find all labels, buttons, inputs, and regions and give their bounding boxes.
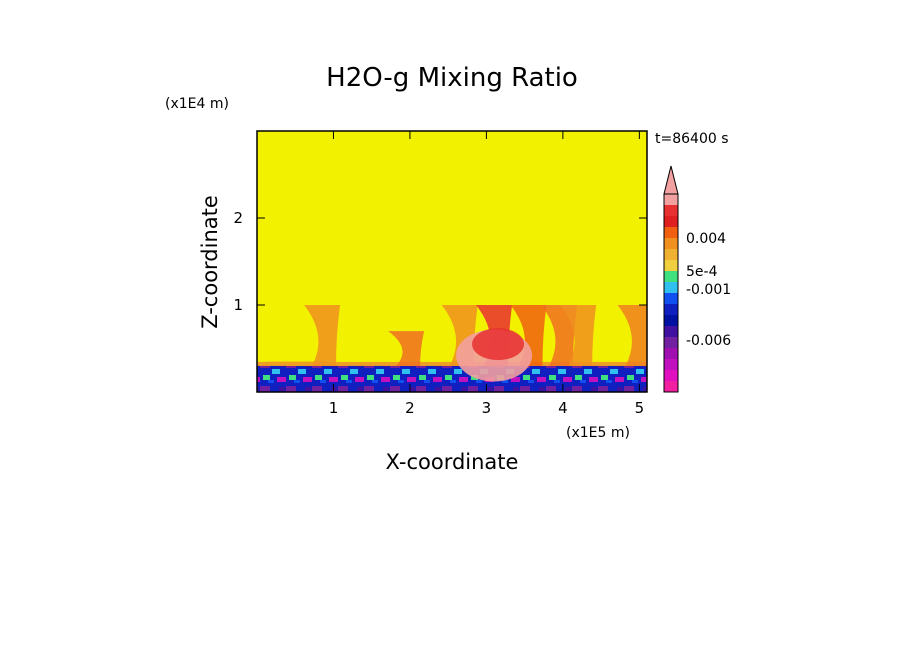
colorbar-swatch: [664, 227, 678, 238]
colorbar-label: -0.006: [686, 333, 731, 349]
plot-area: 1 2 3 4 5 1 2: [233, 130, 648, 417]
colorbar-swatch: [664, 293, 678, 304]
x-tick-label: 2: [405, 399, 415, 417]
colorbar-swatch: [664, 194, 678, 205]
plume-9: [617, 305, 647, 366]
x-tick-label: 4: [558, 399, 568, 417]
x-tick-label: 3: [482, 399, 492, 417]
y-tick-label: 2: [233, 209, 243, 227]
colorbar-swatch: [664, 282, 678, 293]
colorbar-swatch: [664, 216, 678, 227]
colorbar-swatch: [664, 238, 678, 249]
plot-frame: [256, 130, 648, 393]
x-multiplier: (x1E5 m): [566, 425, 630, 441]
colorbar-swatch: [664, 315, 678, 326]
plume-7: [541, 305, 578, 366]
colorbar-frame: [663, 193, 679, 393]
plume-1: [261, 361, 330, 366]
colorbar-swatch: [664, 370, 678, 381]
colorbar-swatch: [664, 205, 678, 216]
colorbar-label: -0.001: [686, 282, 731, 298]
chart-title: H2O-g Mixing Ratio: [326, 63, 578, 93]
colorbar-swatch: [664, 249, 678, 260]
y-multiplier: (x1E4 m): [165, 96, 229, 112]
plume-2: [304, 305, 340, 366]
colorbar-label: 0.004: [686, 231, 726, 247]
time-stamp: t=86400 s: [655, 131, 729, 147]
colorbar-swatch: [664, 260, 678, 271]
colorbar-extend-arrow: [663, 165, 679, 195]
colorbar-label: 5e-4: [686, 264, 718, 280]
colorbar-swatch: [664, 359, 678, 370]
colorbar-swatch: [664, 304, 678, 315]
x-tick-label: 1: [329, 399, 339, 417]
colorbar-swatch: [664, 326, 678, 337]
colorbar: 0.004 5e-4 -0.001 -0.006: [663, 165, 731, 393]
x-axis-label: X-coordinate: [386, 450, 519, 474]
colorbar-swatch: [664, 271, 678, 282]
y-axis-label: Z-coordinate: [198, 195, 222, 329]
colorbar-swatch: [664, 348, 678, 359]
colorbar-swatch: [664, 381, 678, 392]
plume-6: [510, 305, 547, 366]
colorbar-swatch: [664, 337, 678, 348]
plume-8: [560, 305, 597, 366]
plume-3: [388, 331, 425, 366]
central-moist-peak: [472, 328, 525, 361]
surface-layer: [257, 365, 647, 392]
y-tick-label: 1: [233, 296, 243, 314]
x-tick-label: 5: [635, 399, 645, 417]
